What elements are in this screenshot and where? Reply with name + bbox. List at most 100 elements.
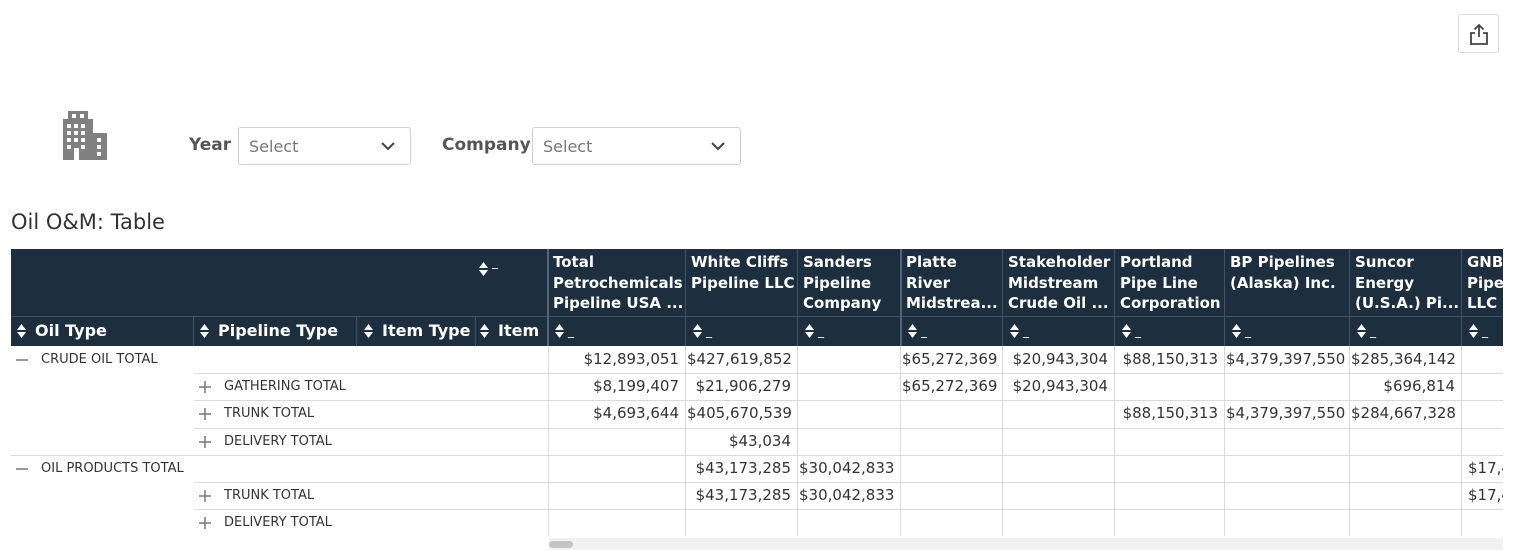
item-header[interactable]: Item	[476, 319, 548, 343]
company-select[interactable]: Select	[532, 127, 741, 165]
table-cell: $4,379,397,550	[1226, 404, 1346, 422]
expand-icon[interactable]	[199, 380, 211, 393]
column-dash: _	[1245, 323, 1251, 338]
table-cell: $17,4	[1468, 459, 1503, 477]
table-cell	[1351, 482, 1461, 509]
item-type-header-label: Item Type	[382, 320, 471, 340]
column-header-line: Midstream	[1008, 273, 1099, 292]
column-header[interactable]: White Cliffs Pipeline LLC	[687, 252, 799, 315]
table-cell	[1116, 373, 1224, 400]
expand-icon[interactable]	[199, 516, 211, 529]
column-sort-control[interactable]: _	[799, 319, 902, 343]
column-header-line: LLC	[1467, 294, 1498, 312]
company-select-value: Select	[543, 136, 593, 156]
column-sort-control[interactable]: _	[1116, 319, 1226, 343]
row-header[interactable]: DELIVERY TOTAL	[199, 509, 332, 536]
sort-icon	[1232, 324, 1241, 338]
column-header[interactable]: Total Petrochemicals Pipeline USA ...	[549, 252, 687, 315]
column-header-line: Platte	[906, 253, 957, 271]
table-cell: $20,943,304	[1012, 350, 1108, 368]
row-header[interactable]: TRUNK TOTAL	[199, 482, 314, 509]
column-sort-control[interactable]: _	[1004, 319, 1116, 343]
grid-line	[548, 346, 549, 536]
column-header[interactable]: BP Pipelines (Alaska) Inc.	[1226, 252, 1351, 315]
expand-icon[interactable]	[199, 407, 211, 420]
table-cell	[902, 428, 1002, 455]
sort-icon	[479, 262, 488, 276]
column-sort-control[interactable]: _	[687, 319, 799, 343]
item-header-label: Item	[498, 320, 540, 340]
table-cell	[1226, 428, 1349, 455]
column-separator	[547, 249, 549, 346]
row-header[interactable]: DELIVERY TOTAL	[199, 428, 332, 455]
table-cell	[1226, 482, 1349, 509]
share-icon	[1469, 23, 1488, 45]
grid-line	[1114, 346, 1115, 536]
chevron-down-icon	[381, 142, 395, 151]
column-sort-control[interactable]: _	[1463, 319, 1503, 343]
table-cell: $43,034	[728, 432, 791, 450]
table-cell	[799, 373, 900, 400]
sort-icon	[480, 324, 489, 338]
header-separator	[475, 316, 476, 346]
pipeline-type-header[interactable]: Pipeline Type	[196, 319, 356, 343]
row-header[interactable]: GATHERING TOTAL	[199, 373, 346, 400]
sort-icon	[693, 324, 702, 338]
grid-line	[1224, 346, 1225, 536]
row-header[interactable]: TRUNK TOTAL	[199, 400, 314, 427]
column-dash: _	[921, 323, 927, 338]
collapse-icon[interactable]	[16, 463, 28, 475]
table-cell	[687, 509, 797, 536]
table-cell	[799, 509, 900, 536]
scrollbar-thumb[interactable]	[549, 541, 573, 548]
row-header[interactable]: OIL PRODUCTS TOTAL	[16, 455, 184, 482]
column-sort-control[interactable]: _	[902, 319, 1004, 343]
expand-icon[interactable]	[199, 435, 211, 448]
grid-line	[797, 346, 798, 536]
table-title: Oil O&M: Table	[11, 210, 165, 234]
row-header-label: TRUNK TOTAL	[224, 406, 315, 421]
column-header-line: Pipeline LLC	[691, 273, 795, 292]
table-cell: $12,893,051	[583, 350, 679, 368]
table-cell: $43,173,285	[695, 459, 791, 477]
column-header[interactable]: Sanders Pipeline Company	[799, 252, 902, 315]
expand-icon[interactable]	[199, 489, 211, 502]
column-sort-control[interactable]: _	[1351, 319, 1463, 343]
sort-icon	[200, 324, 209, 338]
column-separator	[1461, 249, 1462, 346]
sort-icon	[1357, 324, 1366, 338]
item-column-top-sort[interactable]: _	[475, 257, 547, 281]
column-sort-control[interactable]: _	[1226, 319, 1351, 343]
column-header-line: Portland	[1120, 253, 1193, 271]
row-header-label: GATHERING TOTAL	[224, 379, 346, 394]
item-type-header[interactable]: Item Type	[360, 319, 474, 343]
table-cell	[902, 455, 1002, 482]
header-divider	[11, 316, 1503, 317]
column-header-line: River	[906, 273, 951, 292]
column-separator	[1349, 249, 1350, 346]
row-header[interactable]: CRUDE OIL TOTAL	[16, 346, 158, 373]
table-cell: $8,199,407	[593, 377, 679, 395]
column-separator	[1114, 249, 1115, 346]
column-header-line: Company	[803, 294, 882, 312]
column-header[interactable]: Suncor Energy (U.S.A.) Pi...	[1351, 252, 1463, 315]
column-header-line: Energy	[1355, 273, 1415, 292]
year-select[interactable]: Select	[238, 127, 411, 165]
column-header[interactable]: Portland Pipe Line Corporation	[1116, 252, 1226, 315]
column-sort-control[interactable]: _	[549, 319, 687, 343]
column-header-line: Pipe Line	[1120, 273, 1198, 292]
top-dash: _	[492, 257, 498, 269]
collapse-icon[interactable]	[16, 354, 28, 366]
grid-line	[685, 346, 686, 536]
table-cell	[1463, 400, 1503, 427]
column-header[interactable]: Stakeholder Midstream Crude Oil ...	[1004, 252, 1116, 315]
sort-icon	[908, 324, 917, 338]
column-header[interactable]: Platte River Midstrea...	[902, 252, 1004, 315]
column-header[interactable]: GNB Pipe LLC	[1463, 252, 1503, 315]
table-cell	[1351, 455, 1461, 482]
share-button[interactable]	[1458, 14, 1499, 53]
oil-type-header[interactable]: Oil Type	[13, 319, 193, 343]
table-cell	[1351, 509, 1461, 536]
horizontal-scrollbar[interactable]	[549, 538, 1503, 550]
table-cell	[1004, 400, 1114, 427]
